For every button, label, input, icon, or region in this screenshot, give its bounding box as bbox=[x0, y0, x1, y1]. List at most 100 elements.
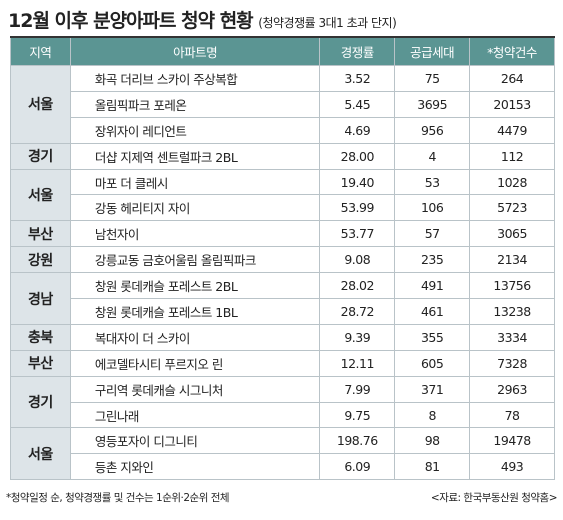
table-row: 등촌 지와인 6.09 81 493 bbox=[11, 453, 555, 481]
competition-rate: 6.09 bbox=[319, 453, 396, 481]
supply-units: 4 bbox=[394, 142, 471, 170]
supply-units: 235 bbox=[394, 246, 471, 274]
competition-rate: 3.52 bbox=[319, 65, 396, 92]
region-cell: 경기 bbox=[10, 375, 71, 429]
competition-rate: 12.11 bbox=[319, 349, 396, 377]
header-cell: 경쟁률 bbox=[319, 36, 396, 66]
table-row: 강동 헤리티지 자이 53.99 106 5723 bbox=[11, 194, 555, 222]
apartment-name: 화곡 더리브 스카이 주상복합 bbox=[69, 65, 321, 92]
application-count: 3334 bbox=[469, 323, 555, 351]
table-row: 올림픽파크 포레온 5.45 3695 20153 bbox=[11, 90, 555, 118]
competition-rate: 28.72 bbox=[319, 298, 396, 325]
region-cell: 강원 bbox=[10, 246, 71, 274]
table-row: 강원 강릉교동 금호어울림 올림픽파크 9.08 235 2134 bbox=[10, 246, 555, 274]
apartment-name: 복대자이 더 스카이 bbox=[69, 323, 321, 351]
header-cell: 아파트명 bbox=[69, 36, 321, 66]
apartment-name: 창원 롯데캐슬 포레스트 1BL bbox=[69, 298, 321, 325]
application-count: 13756 bbox=[469, 272, 555, 300]
supply-units: 53 bbox=[394, 168, 471, 196]
competition-rate: 19.40 bbox=[319, 168, 396, 196]
application-count: 3065 bbox=[469, 220, 555, 248]
table-row: 장위자이 레디언트 4.69 956 4479 bbox=[11, 116, 555, 144]
region-cell: 충북 bbox=[10, 323, 71, 351]
application-count: 112 bbox=[469, 142, 555, 170]
apartment-name: 영등포자이 디그니티 bbox=[69, 427, 321, 455]
apartment-name: 남천자이 bbox=[69, 220, 321, 248]
apartment-name: 에코델타시티 푸르지오 린 bbox=[69, 349, 321, 377]
application-count: 78 bbox=[469, 401, 555, 429]
competition-rate: 53.77 bbox=[319, 220, 396, 248]
apartment-name: 강릉교동 금호어울림 올림픽파크 bbox=[69, 246, 321, 274]
region-cell: 경남 bbox=[10, 272, 71, 325]
footnote: *청약일정 순, 청약경쟁률 및 건수는 1순위·2순위 전체 bbox=[6, 492, 230, 504]
title-block: 12월 이후 분양아파트 청약 현황 (청약경쟁률 3대1 초과 단지) bbox=[8, 6, 397, 33]
application-count: 493 bbox=[469, 453, 555, 481]
supply-units: 355 bbox=[394, 323, 471, 351]
competition-rate: 5.45 bbox=[319, 90, 396, 118]
supply-units: 3695 bbox=[394, 90, 471, 118]
supply-units: 57 bbox=[394, 220, 471, 248]
table-row: 충북 복대자이 더 스카이 9.39 355 3334 bbox=[10, 323, 555, 351]
subtitle: (청약경쟁률 3대1 초과 단지) bbox=[258, 16, 397, 30]
title: 12월 이후 분양아파트 청약 현황 bbox=[8, 10, 254, 32]
application-count: 4479 bbox=[469, 116, 555, 144]
apartment-name: 창원 롯데캐슬 포레스트 2BL bbox=[69, 272, 321, 300]
competition-rate: 9.75 bbox=[319, 401, 396, 429]
table-row: 경남 창원 롯데캐슬 포레스트 2BL 28.02 491 13756 bbox=[10, 272, 555, 325]
supply-units: 98 bbox=[394, 427, 471, 455]
application-count: 7328 bbox=[469, 349, 555, 377]
apartment-name: 마포 더 클레시 bbox=[69, 168, 321, 196]
table-row: 부산 남천자이 53.77 57 3065 bbox=[10, 220, 555, 248]
application-count: 20153 bbox=[469, 90, 555, 118]
header-cell: 공급세대 bbox=[394, 36, 471, 66]
apartment-name: 등촌 지와인 bbox=[69, 453, 321, 481]
supply-units: 75 bbox=[394, 65, 471, 92]
region-cell: 부산 bbox=[10, 349, 71, 377]
application-count: 264 bbox=[469, 65, 555, 92]
application-count: 2963 bbox=[469, 375, 555, 403]
table-row: 서울 화곡 더리브 스카이 주상복합 3.52 75 264 bbox=[10, 65, 555, 144]
supply-units: 8 bbox=[394, 401, 471, 429]
supply-units: 106 bbox=[394, 194, 471, 222]
apartment-name: 장위자이 레디언트 bbox=[69, 116, 321, 144]
table-row: 서울 영등포자이 디그니티 198.76 98 19478 bbox=[10, 427, 555, 481]
application-count: 19478 bbox=[469, 427, 555, 455]
region-cell: 서울 bbox=[10, 168, 71, 222]
supply-units: 605 bbox=[394, 349, 471, 377]
supply-units: 461 bbox=[394, 298, 471, 325]
application-count: 5723 bbox=[469, 194, 555, 222]
apartment-name: 강동 헤리티지 자이 bbox=[69, 194, 321, 222]
competition-rate: 28.02 bbox=[319, 272, 396, 300]
supply-units: 491 bbox=[394, 272, 471, 300]
apartment-name: 그린나래 bbox=[69, 401, 321, 429]
header-row: 지역 아파트명 경쟁률 공급세대 *청약건수 bbox=[10, 36, 555, 66]
table-row: 부산 에코델타시티 푸르지오 린 12.11 605 7328 bbox=[10, 349, 555, 377]
competition-rate: 9.39 bbox=[319, 323, 396, 351]
supply-units: 371 bbox=[394, 375, 471, 403]
table-row: 그린나래 9.75 8 78 bbox=[11, 401, 555, 429]
region-cell: 경기 bbox=[10, 142, 71, 170]
header-cell: 지역 bbox=[10, 36, 71, 66]
table-row: 창원 롯데캐슬 포레스트 1BL 28.72 461 13238 bbox=[11, 298, 555, 325]
competition-rate: 28.00 bbox=[319, 142, 396, 170]
competition-rate: 53.99 bbox=[319, 194, 396, 222]
application-count: 13238 bbox=[469, 298, 555, 325]
competition-rate: 7.99 bbox=[319, 375, 396, 403]
apartment-name: 올림픽파크 포레온 bbox=[69, 90, 321, 118]
table: 지역 아파트명 경쟁률 공급세대 *청약건수 서울 화곡 더리브 스카이 주상복합 3.52… bbox=[10, 36, 555, 481]
apartment-name: 구리역 롯데캐슬 시그니처 bbox=[69, 375, 321, 403]
application-count: 2134 bbox=[469, 246, 555, 274]
region-cell: 서울 bbox=[10, 427, 71, 481]
source: <자료: 한국부동산원 청약홈> bbox=[430, 492, 558, 504]
competition-rate: 4.69 bbox=[319, 116, 396, 144]
table-row: 경기 구리역 롯데캐슬 시그니처 7.99 371 2963 bbox=[10, 375, 555, 429]
application-count: 1028 bbox=[469, 168, 555, 196]
table-row: 경기 더샵 지제역 센트럴파크 2BL 28.00 4 112 bbox=[10, 142, 555, 170]
table-body: 서울 화곡 더리브 스카이 주상복합 3.52 75 264 올림픽파크 포레온 5.45 3… bbox=[10, 65, 555, 481]
supply-units: 956 bbox=[394, 116, 471, 144]
header-cell: *청약건수 bbox=[469, 36, 555, 66]
table-row: 서울 마포 더 클레시 19.40 53 1028 bbox=[10, 168, 555, 222]
competition-rate: 9.08 bbox=[319, 246, 396, 274]
region-cell: 부산 bbox=[10, 220, 71, 248]
